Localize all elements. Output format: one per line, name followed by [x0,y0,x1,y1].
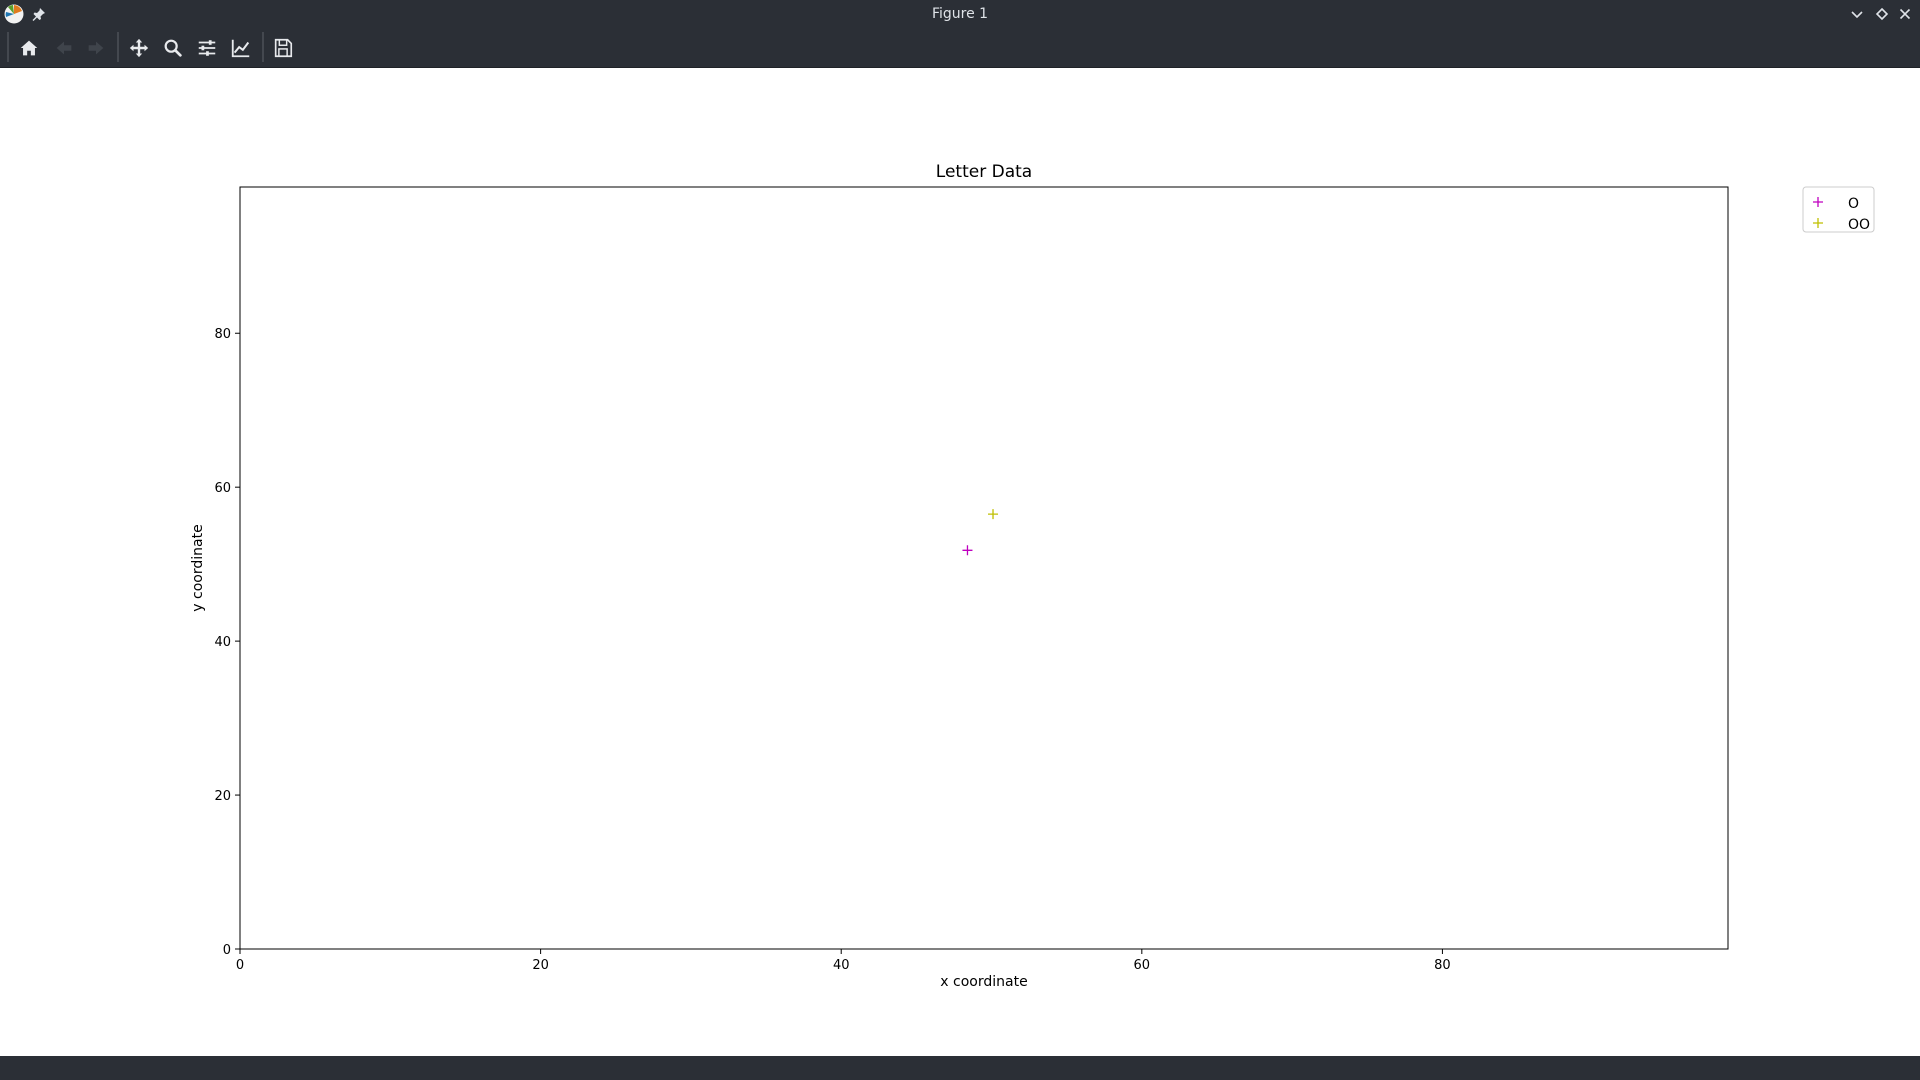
y-axis-label: y coordinate [190,524,206,611]
legend-marker-OO [1813,218,1823,228]
x-tick-label: 0 [236,958,244,973]
toolbar-separator [7,32,9,62]
home-icon [20,40,38,56]
scatter-point-OO [988,509,999,520]
arrow-right-icon [88,41,104,55]
y-axis: 0 20 40 60 80 [214,327,240,958]
scatter-point-O [962,545,973,556]
x-tick-label: 80 [1434,958,1451,973]
plot-area[interactable] [239,186,1729,950]
zoom-button[interactable] [158,33,188,63]
status-bar [0,1056,1920,1080]
legend-box [1802,186,1875,233]
x-tick-label: 20 [532,958,549,973]
toolbar-separator [262,32,264,62]
y-tick-label: 80 [214,327,231,342]
y-tick-label: 60 [214,481,231,496]
matplotlib-logo-icon [4,4,24,24]
legend-label-OO: OO [1848,217,1870,233]
sliders-icon [198,40,216,56]
legend: O OO [1802,186,1875,233]
save-icon [274,38,293,58]
forward-button[interactable] [81,33,111,63]
minimize-button[interactable] [1848,5,1866,23]
figure-canvas[interactable]: Letter Data 0 20 40 60 80 0 20 40 60 80 x coordi… [0,67,1920,1056]
arrow-left-icon [56,41,72,55]
y-tick-label: 40 [214,635,231,650]
y-tick-label: 0 [223,943,231,958]
legend-marker-O [1813,197,1823,207]
y-tick-label: 20 [214,789,231,804]
zoom-icon [164,39,182,57]
x-axis: 0 20 40 60 80 [236,949,1451,973]
window-titlebar: Figure 1 [0,0,1920,28]
pan-button[interactable] [124,33,154,63]
legend-label-O: O [1848,196,1859,212]
close-button[interactable] [1896,5,1914,23]
back-button[interactable] [49,33,79,63]
home-button[interactable] [14,33,44,63]
scatter-points [962,509,999,556]
navigation-toolbar [0,28,1920,68]
configure-subplots-button[interactable] [192,33,222,63]
move-icon [129,38,149,58]
window-title: Figure 1 [931,6,989,22]
x-axis-label: x coordinate [940,974,1027,990]
maximize-button[interactable] [1873,5,1891,23]
chart-title: Letter Data [936,162,1032,182]
line-chart-icon [231,39,250,58]
x-tick-label: 60 [1134,958,1151,973]
save-button[interactable] [268,33,298,63]
pin-icon[interactable] [31,6,47,22]
x-tick-label: 40 [833,958,850,973]
toolbar-separator [117,32,119,62]
edit-axis-button[interactable] [226,33,256,63]
